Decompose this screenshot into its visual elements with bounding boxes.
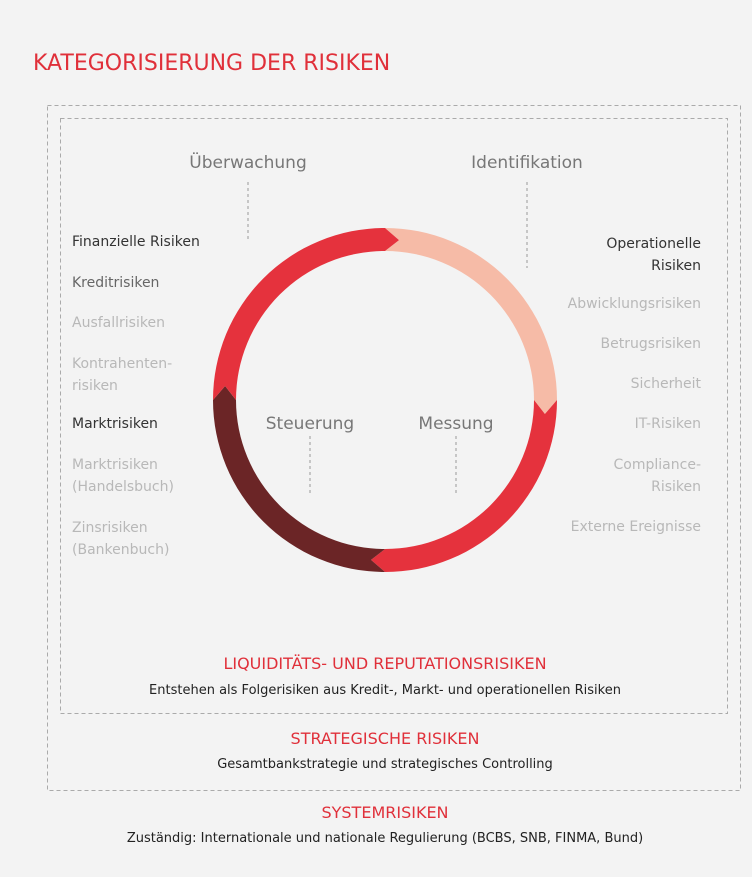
section-text: Zuständig: Internationale und nationale … (127, 831, 643, 846)
risk-item: Betrugsrisiken (601, 336, 701, 352)
risk-item: Compliance- (614, 457, 701, 473)
ring-segment (385, 228, 557, 414)
section-heading: STRATEGISCHE RISIKEN (291, 729, 480, 748)
risk-item: IT-Risiken (635, 416, 701, 432)
risk-item: (Bankenbuch) (72, 542, 169, 558)
ring-segment (213, 228, 399, 400)
cycle-label: Messung (418, 414, 493, 434)
ring-segment (371, 400, 557, 572)
risk-item: Risiken (651, 258, 701, 274)
risk-item: Finanzielle Risiken (72, 234, 200, 250)
cycle-label: Überwachung (189, 151, 306, 173)
risk-item: Marktrisiken (72, 416, 158, 432)
risk-item: Marktrisiken (72, 457, 158, 473)
risk-item: Ausfallrisiken (72, 315, 165, 331)
risk-item: Operationelle (606, 236, 701, 252)
risk-item: Risiken (651, 479, 701, 495)
section-heading: SYSTEMRISIKEN (321, 803, 448, 822)
section-heading: LIQUIDITÄTS- UND REPUTATIONSRISIKEN (223, 654, 546, 673)
section-text: Gesamtbankstrategie und strategisches Co… (217, 757, 553, 772)
ring-segment (213, 386, 385, 572)
risk-item: (Handelsbuch) (72, 479, 174, 495)
risk-item: Kreditrisiken (72, 275, 159, 291)
risk-item: Abwicklungsrisiken (568, 296, 701, 312)
cycle-label: Identifikation (471, 153, 583, 173)
risk-item: Externe Ereignisse (571, 519, 701, 535)
cycle-ring (213, 228, 557, 572)
risk-item: risiken (72, 378, 118, 394)
outer-box (47, 105, 741, 791)
risk-item: Zinsrisiken (72, 520, 148, 536)
cycle-label: Steuerung (266, 414, 354, 434)
risk-item: Sicherheit (631, 376, 702, 392)
section-text: Entstehen als Folgerisiken aus Kredit-, … (149, 683, 621, 698)
risk-item: Kontrahenten- (72, 356, 172, 372)
title: KATEGORISIERUNG DER RISIKEN (33, 51, 390, 76)
inner-box (60, 118, 728, 714)
